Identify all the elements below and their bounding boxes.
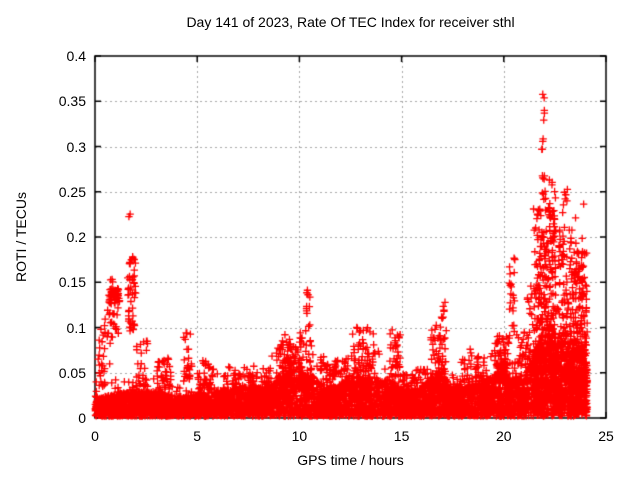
x-tick-label: 25	[598, 428, 614, 444]
y-axis-label: ROTI / TECUs	[13, 192, 29, 282]
x-axis-label: GPS time / hours	[297, 452, 404, 468]
y-tick-label: 0.1	[66, 319, 86, 336]
x-tick-label: 5	[193, 428, 202, 444]
y-tick-label: 0.3	[66, 138, 86, 155]
x-tick-label: 15	[393, 428, 410, 444]
y-tick-label: 0.2	[66, 229, 86, 245]
y-tick-label: 0.15	[58, 274, 86, 291]
chart-title: Day 141 of 2023, Rate Of TEC Index for r…	[186, 14, 515, 30]
y-tick-label: 0	[78, 410, 86, 426]
y-tick-label: 0.05	[58, 364, 86, 381]
x-tick-label: 10	[291, 428, 308, 444]
y-tick-label: 0.4	[66, 48, 86, 64]
y-tick-label: 0.35	[58, 93, 86, 110]
y-tick-label: 0.25	[58, 183, 86, 200]
x-tick-label: 20	[496, 428, 512, 444]
x-tick-label: 0	[91, 428, 99, 444]
